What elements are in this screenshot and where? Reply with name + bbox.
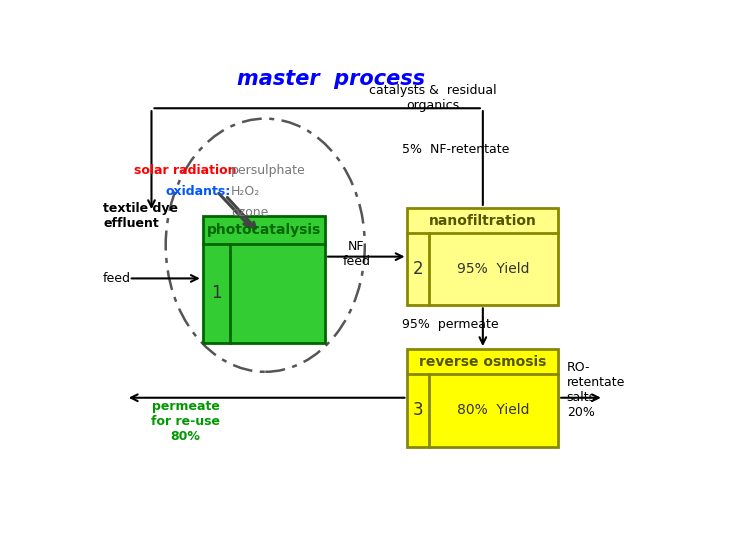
Text: permeate
for re-use
80%: permeate for re-use 80%: [151, 400, 220, 443]
Bar: [203, 216, 325, 343]
Text: 2: 2: [413, 260, 424, 278]
Text: 95%  permeate: 95% permeate: [401, 317, 498, 330]
Text: photocatalysis: photocatalysis: [207, 223, 321, 237]
Text: solar radiation: solar radiation: [134, 164, 237, 177]
Bar: [407, 208, 559, 306]
Text: textile dye
effluent: textile dye effluent: [103, 202, 178, 230]
Text: H₂O₂: H₂O₂: [231, 185, 261, 198]
Text: oxidants:: oxidants:: [166, 185, 231, 198]
Text: master  process: master process: [236, 69, 425, 89]
Text: persulphate: persulphate: [231, 164, 306, 177]
Text: feed: feed: [103, 272, 131, 285]
Text: RO-
retentate
salts
20%: RO- retentate salts 20%: [567, 362, 625, 419]
Text: 1: 1: [211, 285, 222, 302]
Text: catalysts &  residual
organics: catalysts & residual organics: [369, 84, 497, 112]
Text: nanofiltration: nanofiltration: [429, 213, 537, 227]
Text: 80%  Yield: 80% Yield: [457, 403, 530, 417]
Text: reverse osmosis: reverse osmosis: [419, 355, 547, 369]
Text: ozone: ozone: [231, 205, 269, 218]
Bar: [407, 349, 559, 446]
Text: NF
feed: NF feed: [342, 239, 370, 267]
Text: 5%  NF-retentate: 5% NF-retentate: [401, 143, 509, 156]
Text: 3: 3: [413, 402, 424, 419]
Text: 95%  Yield: 95% Yield: [457, 262, 530, 277]
